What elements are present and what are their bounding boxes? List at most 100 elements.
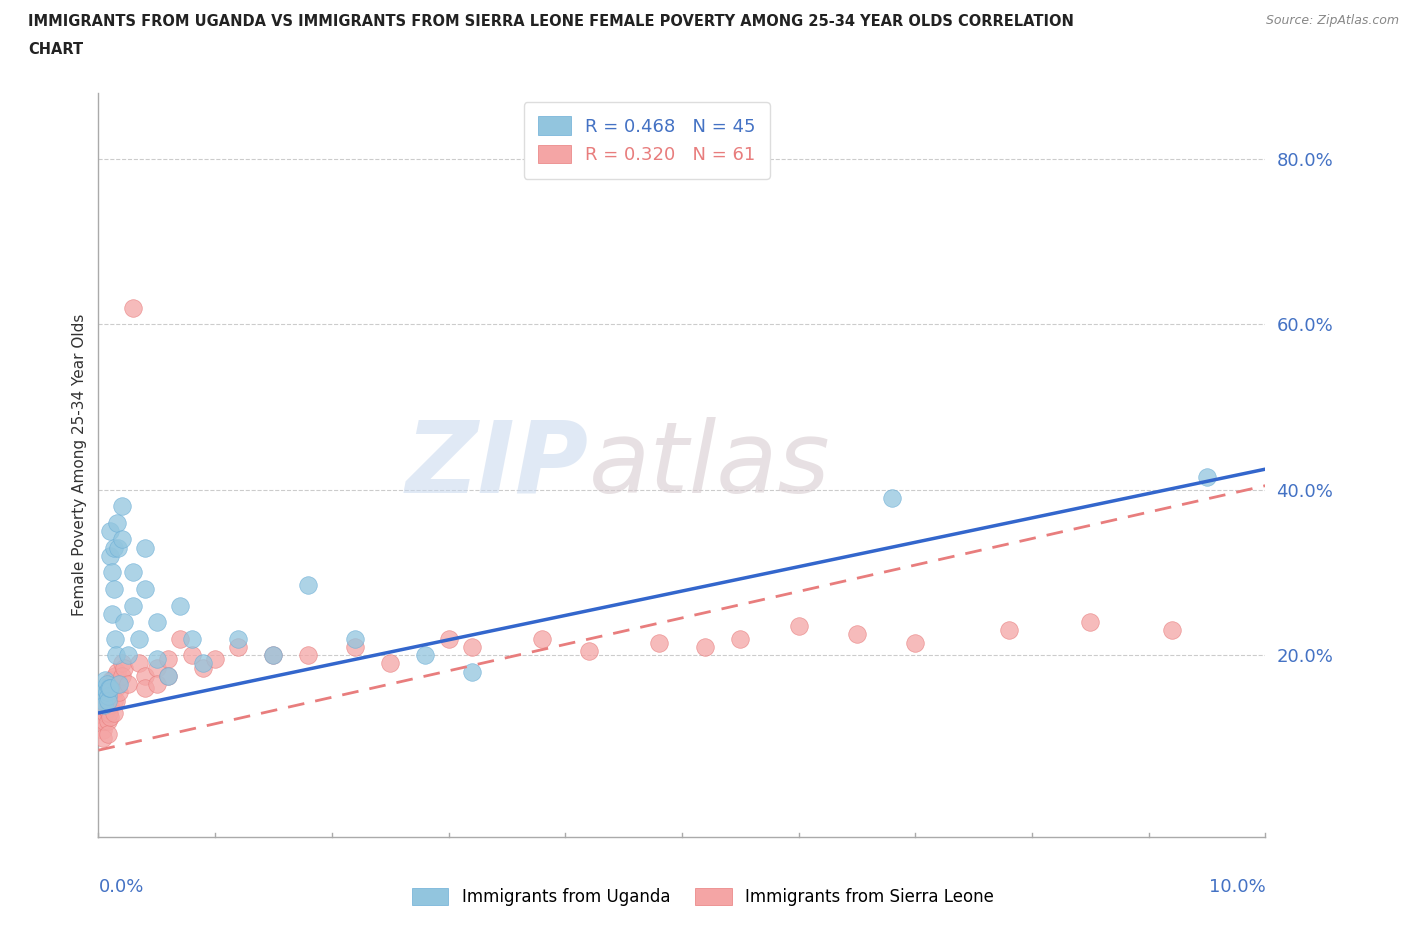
Point bbox=[117, 647, 139, 662]
Point bbox=[111, 498, 134, 513]
Point bbox=[97, 714, 120, 729]
Point bbox=[108, 677, 131, 692]
Point bbox=[97, 693, 120, 708]
Point bbox=[180, 631, 202, 646]
Point bbox=[91, 730, 114, 745]
Point bbox=[1080, 615, 1102, 630]
Point bbox=[880, 491, 903, 506]
Point bbox=[128, 656, 150, 671]
Point bbox=[117, 677, 139, 692]
Point bbox=[90, 684, 112, 699]
Point bbox=[104, 647, 127, 662]
Point bbox=[103, 706, 125, 721]
Point bbox=[111, 656, 134, 671]
Point bbox=[228, 631, 250, 646]
Point bbox=[146, 660, 169, 675]
Point bbox=[180, 647, 202, 662]
Point bbox=[111, 532, 134, 547]
Point bbox=[96, 693, 118, 708]
Point bbox=[1195, 470, 1218, 485]
Point bbox=[98, 549, 121, 564]
Point bbox=[97, 726, 120, 741]
Point bbox=[93, 681, 115, 696]
Point bbox=[134, 681, 156, 696]
Point bbox=[461, 640, 484, 655]
Point bbox=[134, 669, 156, 684]
Point bbox=[157, 669, 180, 684]
Point bbox=[104, 693, 127, 708]
Point bbox=[91, 693, 114, 708]
Point bbox=[228, 640, 250, 655]
Point bbox=[97, 681, 120, 696]
Point bbox=[94, 672, 117, 687]
Point bbox=[98, 710, 121, 724]
Point bbox=[578, 644, 600, 658]
Point bbox=[97, 698, 120, 712]
Point bbox=[94, 698, 117, 712]
Text: CHART: CHART bbox=[28, 42, 83, 57]
Point bbox=[344, 631, 367, 646]
Point bbox=[647, 635, 669, 650]
Point bbox=[134, 581, 156, 596]
Point bbox=[112, 615, 135, 630]
Point bbox=[157, 669, 180, 684]
Point bbox=[96, 677, 118, 692]
Point bbox=[97, 689, 120, 704]
Point bbox=[787, 618, 810, 633]
Point bbox=[204, 652, 226, 667]
Point bbox=[169, 631, 191, 646]
Point bbox=[530, 631, 553, 646]
Text: 10.0%: 10.0% bbox=[1209, 878, 1265, 896]
Point bbox=[100, 672, 122, 687]
Point bbox=[101, 677, 124, 692]
Point bbox=[157, 652, 180, 667]
Point bbox=[461, 664, 484, 679]
Point bbox=[91, 722, 114, 737]
Point bbox=[846, 627, 869, 642]
Point bbox=[112, 660, 135, 675]
Point bbox=[96, 701, 118, 716]
Point bbox=[93, 714, 115, 729]
Point bbox=[997, 623, 1019, 638]
Point bbox=[695, 640, 717, 655]
Point bbox=[122, 300, 145, 315]
Point bbox=[904, 635, 927, 650]
Point bbox=[97, 706, 120, 721]
Point bbox=[100, 684, 122, 699]
Point bbox=[107, 540, 129, 555]
Point bbox=[146, 615, 169, 630]
Point bbox=[730, 631, 752, 646]
Point bbox=[193, 660, 215, 675]
Text: IMMIGRANTS FROM UGANDA VS IMMIGRANTS FROM SIERRA LEONE FEMALE POVERTY AMONG 25-3: IMMIGRANTS FROM UGANDA VS IMMIGRANTS FRO… bbox=[28, 14, 1074, 29]
Point bbox=[101, 606, 124, 621]
Text: ZIP: ZIP bbox=[405, 417, 589, 513]
Text: Source: ZipAtlas.com: Source: ZipAtlas.com bbox=[1265, 14, 1399, 27]
Point bbox=[104, 669, 127, 684]
Y-axis label: Female Poverty Among 25-34 Year Olds: Female Poverty Among 25-34 Year Olds bbox=[72, 313, 87, 617]
Legend: R = 0.468   N = 45, R = 0.320   N = 61: R = 0.468 N = 45, R = 0.320 N = 61 bbox=[523, 102, 770, 179]
Point bbox=[98, 681, 121, 696]
Point bbox=[98, 698, 121, 712]
Point bbox=[108, 684, 131, 699]
Point bbox=[104, 631, 127, 646]
Point bbox=[122, 598, 145, 613]
Point bbox=[93, 701, 115, 716]
Point bbox=[128, 631, 150, 646]
Point bbox=[437, 631, 460, 646]
Point bbox=[93, 698, 115, 712]
Legend: Immigrants from Uganda, Immigrants from Sierra Leone: Immigrants from Uganda, Immigrants from … bbox=[405, 881, 1001, 912]
Point bbox=[96, 684, 118, 699]
Point bbox=[103, 581, 125, 596]
Point bbox=[103, 693, 125, 708]
Point bbox=[105, 515, 128, 530]
Point bbox=[98, 524, 121, 538]
Point bbox=[413, 647, 436, 662]
Point bbox=[105, 664, 128, 679]
Point bbox=[101, 565, 124, 580]
Point bbox=[193, 656, 215, 671]
Point bbox=[90, 714, 112, 729]
Point bbox=[262, 647, 284, 662]
Point bbox=[380, 656, 402, 671]
Point bbox=[297, 647, 319, 662]
Point bbox=[344, 640, 367, 655]
